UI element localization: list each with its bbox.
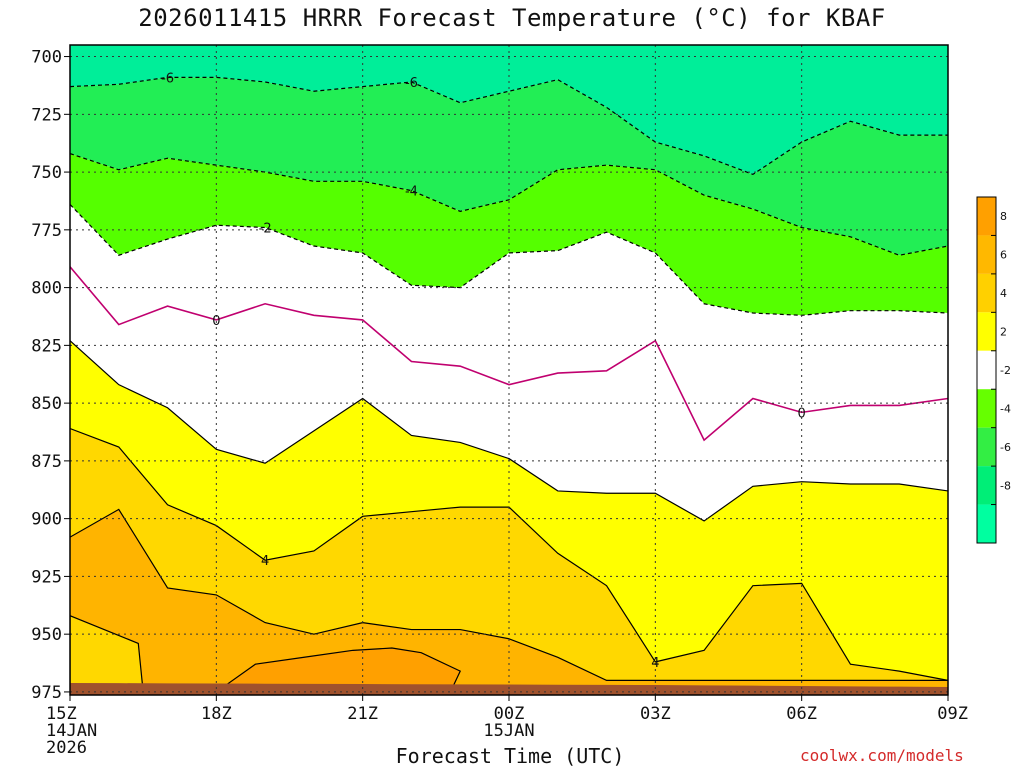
x-tick-label-12-0: 03Z bbox=[640, 704, 671, 724]
temp-band-0 bbox=[70, 45, 948, 175]
y-tick-label-750: 750 bbox=[31, 163, 62, 183]
colorbar-seg-2 bbox=[977, 273, 996, 313]
colorbar-frame bbox=[976, 196, 997, 544]
credit-link[interactable]: coolwx.com/models bbox=[800, 746, 964, 765]
contour-label--6: -6 bbox=[161, 71, 174, 86]
y-tick-label-825: 825 bbox=[31, 336, 62, 356]
temp-band-5 bbox=[70, 340, 948, 681]
isotherm-2 bbox=[70, 340, 948, 522]
x-tick-label-9-1: 15JAN bbox=[483, 721, 534, 741]
y-tick-label-725: 725 bbox=[31, 105, 62, 125]
colorbar-seg-4 bbox=[977, 350, 996, 390]
contour-label--2: -2 bbox=[259, 222, 272, 237]
temp-band-6 bbox=[70, 428, 948, 681]
y-tick-label-950: 950 bbox=[31, 625, 62, 645]
y-tick-label-925: 925 bbox=[31, 567, 62, 587]
colorbar-label--2: -2 bbox=[1000, 364, 1011, 377]
colorbar-seg-0 bbox=[977, 197, 996, 236]
isotherm-6 bbox=[70, 508, 948, 681]
y-tick-label-975: 975 bbox=[31, 683, 62, 703]
y-tick-label-900: 900 bbox=[31, 510, 62, 530]
x-tick-label-6-0: 21Z bbox=[347, 704, 378, 724]
colorbar-label--4: -4 bbox=[1000, 402, 1011, 415]
x-tick-label-9-0: 00Z bbox=[494, 704, 525, 724]
contour-label--6-h7: -6 bbox=[405, 76, 418, 91]
colorbar-label-2: 2 bbox=[1000, 326, 1007, 339]
colorbar-seg-6 bbox=[977, 427, 996, 467]
y-tick-label-875: 875 bbox=[31, 452, 62, 472]
contour-label-4-h12: 4 bbox=[651, 656, 659, 671]
x-tick-label-18-0: 09Z bbox=[937, 704, 968, 724]
y-tick-label-775: 775 bbox=[31, 221, 62, 241]
colorbar-seg-8 bbox=[977, 504, 996, 543]
x-tick-label-0-0: 15Z bbox=[46, 704, 77, 724]
contour-label--4: -4 bbox=[405, 185, 418, 200]
contour-label-0-h15: 0 bbox=[798, 406, 806, 421]
x-axis-label: Forecast Time (UTC) bbox=[395, 744, 625, 768]
colorbar-label-4: 4 bbox=[1000, 287, 1007, 300]
colorbar-seg-1 bbox=[977, 235, 996, 274]
temp-band-7 bbox=[70, 509, 948, 695]
x-tick-label-15-0: 06Z bbox=[786, 704, 817, 724]
colorbar-label-8: 8 bbox=[1000, 210, 1007, 223]
x-tick-label-0-1: 14JAN bbox=[46, 721, 97, 741]
contour-label-0: 0 bbox=[212, 314, 220, 329]
y-tick-label-850: 850 bbox=[31, 394, 62, 414]
temp-band-2 bbox=[70, 153, 948, 316]
colorbar-seg-5 bbox=[977, 389, 996, 428]
colorbar-label--8: -8 bbox=[1000, 479, 1011, 492]
colorbar-seg-7 bbox=[977, 466, 996, 505]
y-tick-label-800: 800 bbox=[31, 279, 62, 299]
x-tick-label-0-2: 2026 bbox=[46, 738, 87, 758]
chart-title: 2026011415 HRRR Forecast Temperature (°C… bbox=[138, 4, 886, 32]
colorbar-label--6: -6 bbox=[1000, 441, 1011, 454]
y-tick-label-700: 700 bbox=[31, 48, 62, 68]
x-tick-label-3-0: 18Z bbox=[201, 704, 232, 724]
colorbar-seg-3 bbox=[977, 312, 996, 351]
plot-area bbox=[70, 45, 948, 695]
colorbar-label-6: 6 bbox=[1000, 249, 1007, 262]
contour-label-4: 4 bbox=[261, 554, 269, 569]
